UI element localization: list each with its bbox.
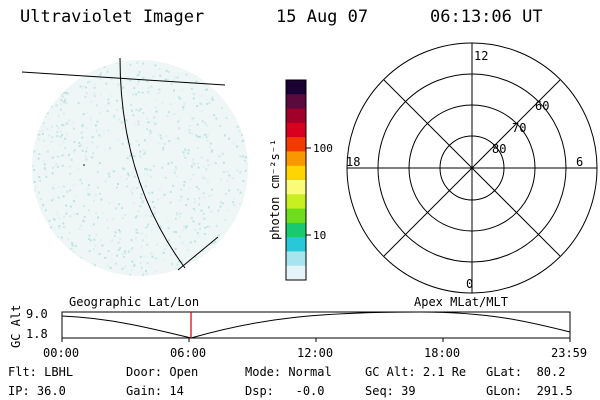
altitude-ylabel: GC Alt	[9, 305, 23, 348]
door-status: Door: Open	[126, 366, 198, 378]
ip-value: 36.0	[36, 384, 66, 398]
colorbar-band	[286, 222, 306, 238]
colorbar-band	[286, 137, 306, 152]
geographic-panel-label: Geographic Lat/Lon	[69, 295, 200, 309]
mlt-label-6: 6	[576, 155, 583, 169]
longitude-grid-line	[119, 57, 186, 269]
colorbar-frame	[285, 79, 307, 281]
gcalt-status: GC Alt: 2.1 Re	[365, 366, 466, 378]
ip-label: IP:	[8, 384, 30, 398]
seq-label: Seq:	[365, 384, 394, 398]
x-tick-label: 18:00	[424, 346, 461, 360]
colorbar-band	[286, 108, 306, 124]
altitude-curve	[61, 311, 571, 339]
colorbar-band	[286, 80, 306, 95]
colorbar-band	[286, 208, 306, 224]
glat-label: GLat:	[486, 365, 523, 379]
mlt-label-18: 18	[346, 155, 360, 169]
x-tick-label: 06:00	[170, 346, 207, 360]
mlat-label-60: 60	[535, 99, 549, 113]
seq-value: 39	[401, 384, 416, 398]
colorbar-tick-100: 100	[313, 142, 333, 155]
dsp-status: Dsp: -0.0	[245, 385, 325, 397]
mlt-line-diagonal	[383, 79, 561, 257]
mlat-label-80: 80	[492, 142, 506, 156]
instrument-title: Ultraviolet Imager	[20, 7, 205, 27]
colorbar-band	[286, 151, 306, 167]
filter-status: Flt: LBHL	[8, 366, 73, 378]
seq-status: Seq: 39	[365, 385, 416, 397]
time-label: 06:13:06 UT	[430, 7, 543, 27]
gain-label: Gain:	[126, 384, 163, 398]
colorbar-band	[286, 94, 306, 110]
dsp-label: Dsp:	[245, 384, 274, 398]
mode-label: Mode:	[245, 365, 282, 379]
colorbar-unit-label: photon cm⁻²s⁻¹	[268, 139, 282, 240]
colorbar-band	[286, 194, 306, 210]
glon-status: GLon: 291.5	[486, 385, 573, 397]
x-tick-label: 00:00	[43, 346, 80, 360]
mode-value: Normal	[288, 365, 332, 379]
dsp-value: -0.0	[295, 384, 325, 398]
door-label: Door:	[126, 365, 163, 379]
colorbar-band	[286, 265, 306, 281]
colorbar-band	[286, 237, 306, 252]
colorbar-band	[286, 251, 306, 267]
gain-status: Gain: 14	[126, 385, 184, 397]
altitude-ymin: 1.8	[26, 327, 48, 341]
glat-status: GLat: 80.2	[486, 366, 565, 378]
colorbar-band	[286, 122, 306, 138]
colorbar-band	[286, 180, 306, 195]
colorbar: 100 10 photon cm⁻²s⁻¹	[268, 79, 333, 281]
door-value: Open	[169, 365, 199, 379]
altitude-ymax: 9.0	[26, 307, 48, 321]
mlat-label-70: 70	[512, 121, 526, 135]
geographic-image-panel	[21, 57, 248, 276]
latitude-grid-line	[21, 71, 226, 86]
glon-label: GLon:	[486, 384, 523, 398]
altitude-plot: GC Alt	[9, 305, 571, 348]
date-label: 15 Aug 07	[276, 7, 369, 27]
mlt-label-0: 0	[466, 277, 473, 291]
colorbar-tick-10: 10	[313, 229, 326, 242]
polar-panel-label: Apex MLat/MLT	[414, 295, 508, 309]
x-tick-label: 12:00	[297, 346, 334, 360]
ip-status: IP: 36.0	[8, 385, 66, 397]
polar-plot	[346, 42, 598, 294]
grid-line-segment	[177, 236, 219, 271]
gain-value: 14	[169, 384, 184, 398]
colorbar-band	[286, 165, 306, 181]
filter-value: LBHL	[44, 365, 74, 379]
mlt-label-12: 12	[474, 49, 488, 63]
x-tick-label: 23:59	[551, 346, 588, 360]
center-dot	[83, 164, 85, 166]
mode-status: Mode: Normal	[245, 366, 332, 378]
gcalt-value: 2.1 Re	[422, 365, 467, 379]
glat-value: 80.2	[536, 365, 566, 379]
filter-label: Flt:	[8, 365, 37, 379]
gcalt-label: GC Alt:	[365, 365, 416, 379]
glon-value: 291.5	[536, 384, 573, 398]
